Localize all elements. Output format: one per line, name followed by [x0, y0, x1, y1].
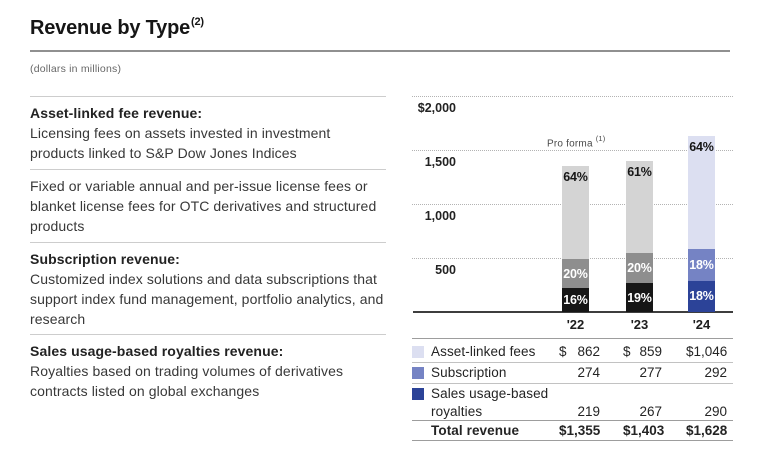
description-heading: Asset-linked fee revenue: — [30, 105, 203, 121]
table-total-divider — [412, 420, 733, 421]
value-number: 1,628 — [693, 423, 728, 438]
bar-23-segment-sales-usage-based-royalties: 19% — [626, 283, 653, 312]
segment-pct-label: 16% — [563, 293, 588, 308]
title-footnote-marker: (2) — [191, 16, 204, 29]
value-number: 290 — [704, 404, 727, 419]
gridline-1500 — [412, 150, 733, 151]
segment-pct-label: 61% — [627, 164, 652, 179]
table-value-cell: 274 — [559, 365, 600, 380]
bar-22-segment-subscription: 20% — [562, 258, 589, 289]
segment-pct-label: 64% — [563, 169, 588, 184]
dollar-sign: $ — [623, 344, 631, 359]
description-asset-linked: Asset-linked fee revenue: Licensing fees… — [30, 96, 386, 163]
table-row-label: Asset-linked fees — [431, 344, 536, 359]
legend-swatch-sales-usage-based — [412, 388, 424, 400]
table-bottom-border — [412, 440, 733, 441]
value-number: 1,046 — [693, 344, 728, 359]
legend-swatch-asset-linked-fees — [412, 346, 424, 358]
table-row-divider — [412, 362, 733, 363]
table-value-cell: $862 — [559, 344, 600, 359]
value-number: 1,403 — [630, 423, 665, 438]
description-body: Royalties based on trading volumes of de… — [30, 363, 344, 399]
proforma-footnote-marker: (1) — [595, 134, 606, 143]
bar-22-segment-sales-usage-based-royalties: 16% — [562, 288, 589, 312]
value-number: 274 — [577, 365, 600, 380]
description-subscription: Subscription revenue: Customized index s… — [30, 242, 386, 329]
table-row-label: Subscription — [431, 365, 507, 380]
legend-swatch-subscription — [412, 367, 424, 379]
table-value-cell: 277 — [623, 365, 662, 380]
x-axis-tick-label: '22 — [566, 317, 585, 332]
description-body: Customized index solutions and data subs… — [30, 271, 384, 327]
value-number: 277 — [639, 365, 662, 380]
description-sales-royalties: Sales usage-based royalties revenue: Roy… — [30, 334, 386, 401]
bar-23-segment-subscription: 20% — [626, 253, 653, 284]
x-axis-line — [413, 311, 733, 313]
description-fixed-license: Fixed or variable annual and per-issue l… — [30, 169, 386, 236]
segment-pct-label: 64% — [689, 140, 714, 155]
dollar-sign: $ — [686, 423, 694, 438]
dollar-sign: $ — [559, 423, 567, 438]
description-body: Licensing fees on assets invested in inv… — [30, 125, 331, 161]
table-value-cell: $859 — [623, 344, 662, 359]
page-title-text: Revenue by Type — [30, 17, 191, 39]
table-row-label-line2: royalties — [431, 404, 483, 419]
value-number: 267 — [639, 404, 662, 419]
x-axis-tick-label: '23 — [630, 317, 649, 332]
dollar-sign: $ — [559, 344, 567, 359]
segment-pct-label: 18% — [689, 289, 714, 304]
table-top-border — [412, 338, 733, 339]
y-axis-tick-label: 1,000 — [424, 209, 456, 223]
dollar-sign: $ — [623, 423, 631, 438]
gridline-2000 — [412, 96, 733, 97]
table-row-divider — [412, 383, 733, 384]
page-title: Revenue by Type(2) — [30, 16, 204, 40]
table-value-cell: 292 — [686, 365, 727, 380]
segment-pct-label: 20% — [563, 266, 588, 281]
table-row-label: Sales usage-based — [431, 386, 549, 401]
table-value-cell: 219 — [559, 404, 600, 419]
table-value-cell: 290 — [686, 404, 727, 419]
table-total-label: Total revenue — [431, 423, 520, 438]
value-number: 219 — [577, 404, 600, 419]
table-value-cell: 267 — [623, 404, 662, 419]
y-axis-tick-label: 500 — [435, 263, 456, 277]
description-heading: Subscription revenue: — [30, 251, 180, 267]
x-axis-tick-label: '24 — [692, 317, 711, 332]
value-number: 859 — [639, 344, 662, 359]
bar-22-segment-asset-linked-fees: 64% — [562, 165, 589, 259]
description-heading: Sales usage-based royalties revenue: — [30, 343, 284, 359]
proforma-annotation: Pro forma (1) — [547, 134, 606, 150]
bar-24-segment-sales-usage-based-royalties: 18% — [688, 280, 715, 312]
table-value-cell: $1,046 — [686, 344, 727, 359]
value-number: 862 — [577, 344, 600, 359]
segment-pct-label: 18% — [689, 257, 714, 272]
bar-23-segment-asset-linked-fees: 61% — [626, 160, 653, 254]
bar-24-segment-subscription: 18% — [688, 249, 715, 281]
value-number: 1,355 — [566, 423, 601, 438]
proforma-label: Pro forma — [547, 138, 593, 150]
y-axis-tick-label: $2,000 — [417, 101, 456, 115]
segment-pct-label: 19% — [627, 290, 652, 305]
units-subtitle: (dollars in millions) — [30, 63, 122, 75]
dollar-sign: $ — [686, 344, 694, 359]
bar-24-segment-asset-linked-fees: 64% — [688, 136, 715, 250]
segment-pct-label: 20% — [627, 261, 652, 276]
value-number: 292 — [704, 365, 727, 380]
table-value-cell: $1,403 — [623, 423, 665, 438]
table-value-cell: $1,628 — [686, 423, 727, 438]
table-value-cell: $1,355 — [559, 423, 600, 438]
description-body: Fixed or variable annual and per-issue l… — [30, 178, 377, 234]
y-axis-tick-label: 1,500 — [424, 155, 456, 169]
title-divider — [30, 50, 730, 52]
